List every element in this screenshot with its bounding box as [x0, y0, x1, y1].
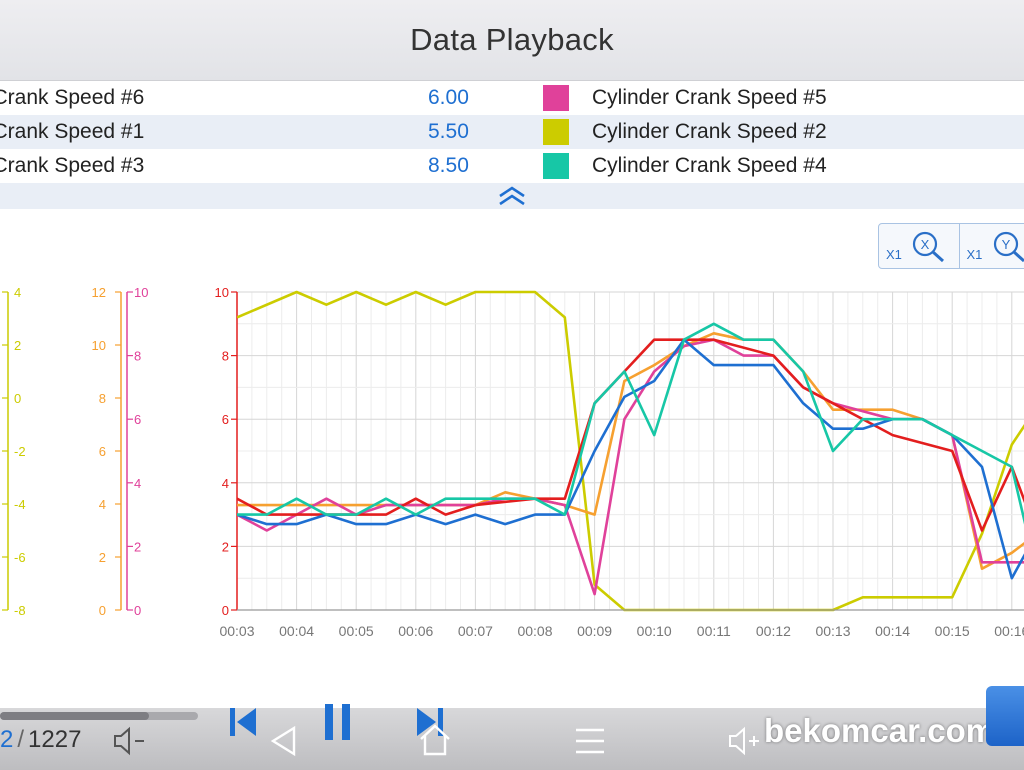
y-tick-label: 10	[134, 285, 148, 300]
legend-color-swatch	[543, 85, 569, 111]
series-line	[237, 338, 1024, 580]
legend-color-swatch	[543, 119, 569, 145]
legend-series-name: er Crank Speed #1	[0, 120, 145, 143]
y-tick-label: 2	[99, 550, 106, 565]
legend-row[interactable]: er Crank Speed #1 5.50 Cylinder Crank Sp…	[0, 115, 1024, 149]
svg-text:Y: Y	[1001, 237, 1010, 252]
current-frame: 2	[0, 726, 14, 753]
y-tick-label: 4	[99, 497, 106, 512]
y-tick-label: -8	[14, 603, 26, 618]
y-tick-label: 6	[134, 412, 141, 427]
x-tick-label: 00:04	[279, 623, 314, 639]
y-tick-label: 8	[134, 349, 141, 364]
legend-series-name: Cylinder Crank Speed #2	[592, 120, 827, 143]
legend-collapse-button[interactable]	[0, 183, 1024, 209]
y-tick-label: 0	[222, 603, 229, 618]
y-tick-label: 6	[222, 412, 229, 427]
y-tick-label: 8	[222, 349, 229, 364]
frame-separator: /	[17, 726, 25, 753]
y-tick-label: 0	[134, 603, 141, 618]
y-tick-label: 4	[134, 476, 141, 491]
y-tick-label: 0	[99, 603, 106, 618]
x-tick-label: 00:03	[219, 623, 254, 639]
legend-color-swatch	[543, 153, 569, 179]
page-title: Data Playback	[410, 22, 614, 57]
title-bar: Data Playback	[0, 0, 1024, 81]
y-tick-label: 10	[215, 285, 229, 300]
zoom-controls: X1 X X1 Y	[878, 223, 1024, 269]
y-tick-label: -2	[14, 444, 26, 459]
x-tick-label: 00:07	[458, 623, 493, 639]
legend-row[interactable]: er Crank Speed #6 6.00 Cylinder Crank Sp…	[0, 81, 1024, 115]
line-chart[interactable]: 00:03 00:04 00:05 00:06 00:07 00:08 00:09 00:10…	[0, 280, 1024, 645]
y-tick-label: 6	[99, 444, 106, 459]
volume-up-icon[interactable]	[727, 724, 763, 758]
x-tick-label: 00:05	[339, 623, 374, 639]
x-tick-label: 00:10	[637, 623, 672, 639]
x-tick-label: 00:12	[756, 623, 791, 639]
android-back-icon[interactable]	[268, 724, 300, 758]
x-tick-label: 00:16	[994, 623, 1024, 639]
legend-series-name: Cylinder Crank Speed #4	[592, 154, 827, 177]
x-tick-label: 00:08	[517, 623, 552, 639]
frame-counter: 2/1227	[0, 726, 81, 754]
y-tick-label: 8	[99, 391, 106, 406]
playback-progress-fill	[0, 712, 149, 720]
watermark: bekomcar.com	[764, 712, 996, 749]
y-tick-label: 12	[92, 285, 106, 300]
zoom-x-icon: X	[912, 231, 945, 263]
x-tick-label: 00:09	[577, 623, 612, 639]
skip-previous-icon[interactable]	[228, 706, 258, 738]
x-tick-label: 00:13	[815, 623, 850, 639]
y-tick-label: -6	[14, 550, 26, 565]
x-tick-label: 00:06	[398, 623, 433, 639]
zoom-y-button[interactable]: X1 Y	[958, 224, 1024, 268]
svg-text:X: X	[921, 237, 930, 252]
x-tick-label: 00:11	[697, 623, 731, 639]
y-tick-label: 2	[134, 539, 141, 554]
y-tick-label: 0	[14, 391, 21, 406]
total-frames: 1227	[28, 726, 82, 753]
double-chevron-up-icon	[499, 186, 525, 206]
y-tick-label: -4	[14, 497, 26, 512]
corner-action-button[interactable]	[986, 686, 1024, 746]
legend-series-name: Cylinder Crank Speed #5	[592, 86, 827, 109]
y-tick-label: 2	[14, 338, 21, 353]
menu-icon[interactable]	[574, 726, 606, 756]
legend-series-name: er Crank Speed #3	[0, 154, 145, 177]
android-home-icon[interactable]	[418, 722, 452, 758]
pause-icon[interactable]	[323, 702, 353, 742]
playback-progress-bar[interactable]	[0, 712, 198, 720]
legend-row[interactable]: er Crank Speed #3 8.50 Cylinder Crank Sp…	[0, 149, 1024, 183]
x-tick-label: 00:14	[875, 623, 910, 639]
series-line	[237, 322, 1024, 525]
legend-table: er Crank Speed #6 6.00 Cylinder Crank Sp…	[0, 81, 1024, 183]
zoom-y-level: X1	[966, 247, 983, 262]
legend-series-value: 6.00	[428, 86, 469, 109]
zoom-x-button[interactable]: X1 X	[879, 224, 959, 268]
legend-series-value: 8.50	[428, 154, 469, 177]
x-tick-label: 00:15	[935, 623, 970, 639]
zoom-y-icon: Y	[993, 231, 1024, 263]
y-tick-label: 4	[222, 476, 229, 491]
legend-series-name: er Crank Speed #6	[0, 86, 145, 109]
volume-down-icon[interactable]	[112, 724, 148, 758]
legend-series-value: 5.50	[428, 120, 469, 143]
y-tick-label: 10	[92, 338, 106, 353]
zoom-x-level: X1	[886, 247, 902, 262]
y-tick-label: 4	[14, 285, 21, 300]
y-tick-label: 2	[222, 539, 229, 554]
skip-next-icon[interactable]	[415, 706, 445, 738]
